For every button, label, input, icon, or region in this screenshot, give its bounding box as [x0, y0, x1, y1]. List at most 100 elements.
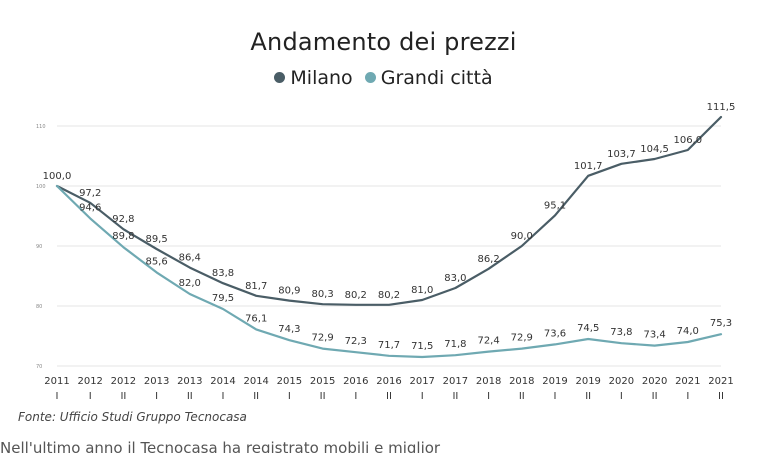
data-label: 92,8: [112, 214, 134, 225]
data-label: 86,4: [179, 253, 201, 264]
x-tick-year: 2012: [111, 376, 136, 387]
legend-dot-milano: [274, 72, 286, 83]
x-tick-year: 2021: [708, 376, 733, 387]
x-tick-half: I: [554, 391, 557, 402]
data-label: 76,1: [245, 313, 267, 324]
data-label: 72,4: [477, 336, 499, 347]
data-label: 111,5: [707, 102, 736, 113]
data-label: 81,7: [245, 281, 267, 292]
data-label: 83,0: [444, 273, 466, 284]
x-tick-half: II: [519, 391, 525, 402]
x-tick-year: 2017: [409, 376, 434, 387]
x-tick-half: I: [222, 391, 225, 402]
cut-off-text: Nell'ultimo anno il Tecnocasa ha registr…: [0, 439, 441, 453]
x-tick-year: 2019: [542, 376, 567, 387]
data-label: 106,0: [673, 135, 702, 146]
y-tick-label: 80: [36, 304, 42, 310]
data-label: 86,2: [477, 254, 499, 265]
data-label: 80,2: [345, 290, 367, 301]
data-label: 89,5: [145, 234, 167, 245]
data-label: 90,0: [511, 231, 533, 242]
series-line-grandi-citta: [55, 184, 723, 359]
x-tick-year: 2016: [376, 376, 401, 387]
series-line-milano: [55, 115, 723, 306]
x-tick-half: II: [718, 391, 724, 402]
data-label: 80,3: [311, 289, 333, 300]
x-tick-half: I: [288, 391, 291, 402]
x-tick-year: 2020: [642, 376, 667, 387]
x-tick-year: 2015: [310, 376, 335, 387]
x-tick-year: 2013: [177, 376, 202, 387]
x-tick-year: 2018: [509, 376, 534, 387]
x-tick-half: II: [187, 391, 193, 402]
x-tick-half: I: [686, 391, 689, 402]
data-label: 71,8: [444, 339, 466, 350]
x-tick-year: 2018: [476, 376, 501, 387]
y-tick-label: 100: [36, 184, 46, 190]
x-tick-year: 2015: [277, 376, 302, 387]
data-label: 74,5: [577, 323, 599, 334]
x-tick-year: 2017: [443, 376, 468, 387]
legend-item-grandi-citta: Grandi città: [364, 66, 493, 89]
x-tick-half: I: [56, 391, 59, 402]
data-label: 73,6: [544, 328, 566, 339]
data-label: 97,2: [79, 188, 101, 199]
x-tick-half: II: [253, 391, 259, 402]
data-label: 83,8: [212, 268, 234, 279]
chart-title: Andamento dei prezzi: [250, 28, 517, 56]
data-label: 72,9: [311, 333, 333, 344]
legend-label-grandi-citta: Grandi città: [380, 66, 493, 89]
source-note: Fonte: Ufficio Studi Gruppo Tecnocasa: [18, 410, 247, 424]
x-tick-year: 2012: [77, 376, 102, 387]
data-label: 80,9: [278, 286, 300, 297]
data-label: 100,0: [43, 171, 72, 182]
legend-dot-grandi-citta: [364, 72, 376, 83]
data-label: 89,8: [112, 231, 134, 242]
x-tick-half: II: [652, 391, 658, 402]
x-tick-year: 2014: [210, 376, 235, 387]
data-label: 72,3: [345, 336, 367, 347]
x-tick-half: I: [354, 391, 357, 402]
x-tick-year: 2016: [343, 376, 368, 387]
legend-item-milano: Milano: [274, 66, 353, 89]
x-tick-year: 2014: [243, 376, 268, 387]
data-label: 75,3: [710, 318, 732, 329]
x-tick-half: I: [487, 391, 490, 402]
x-tick-half: I: [620, 391, 623, 402]
x-tick-year: 2013: [144, 376, 169, 387]
data-label: 71,5: [411, 341, 433, 352]
data-label: 79,5: [212, 293, 234, 304]
x-tick-half: II: [320, 391, 326, 402]
data-label: 103,7: [607, 149, 636, 160]
data-label: 73,8: [610, 327, 632, 338]
x-tick-half: I: [155, 391, 158, 402]
x-tick-half: I: [89, 391, 92, 402]
legend-label-milano: Milano: [290, 66, 353, 89]
x-tick-year: 2019: [575, 376, 600, 387]
x-tick-half: II: [386, 391, 392, 402]
x-tick-half: I: [421, 391, 424, 402]
data-label: 74,0: [677, 326, 699, 337]
x-tick-half: II: [585, 391, 591, 402]
data-label: 72,9: [511, 333, 533, 344]
data-label: 95,1: [544, 200, 566, 211]
data-label: 104,5: [640, 144, 669, 155]
x-tick-year: 2011: [44, 376, 69, 387]
x-tick-half: II: [452, 391, 458, 402]
data-label: 101,7: [574, 161, 603, 172]
x-tick-year: 2020: [609, 376, 634, 387]
y-tick-label: 110: [36, 124, 46, 130]
data-label: 81,0: [411, 285, 433, 296]
data-label: 73,4: [643, 330, 665, 341]
data-label: 71,7: [378, 340, 400, 351]
legend: Milano Grandi città: [0, 66, 767, 89]
data-label: 85,6: [145, 256, 167, 267]
data-label: 80,2: [378, 290, 400, 301]
data-label: 74,3: [278, 324, 300, 335]
y-tick-label: 70: [36, 364, 42, 370]
x-tick-year: 2021: [675, 376, 700, 387]
x-tick-half: II: [120, 391, 126, 402]
data-label: 94,6: [79, 202, 101, 213]
data-label: 82,0: [179, 278, 201, 289]
